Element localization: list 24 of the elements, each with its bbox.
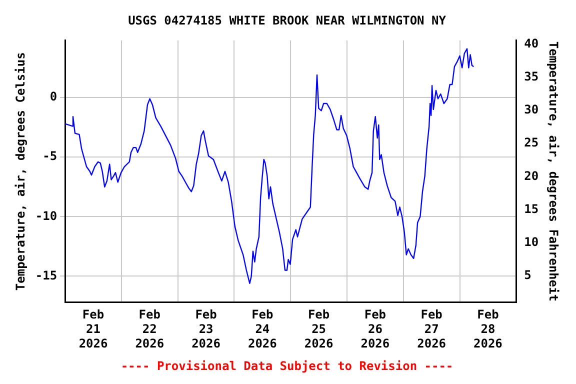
y2-tick-label: 30 — [524, 102, 539, 117]
x-tick-label: Feb 23 2026 — [192, 308, 220, 351]
y-tick-label: -5 — [42, 149, 58, 164]
y-axis-title: Temperature, air, degrees Celsius — [13, 52, 28, 291]
y2-tick-label: 10 — [524, 234, 539, 249]
y2-tick-label: 35 — [524, 70, 539, 84]
x-tick-label: Feb 28 2026 — [474, 308, 502, 351]
x-tick-label: Feb 24 2026 — [248, 308, 277, 351]
y-tick-label: 0 — [50, 90, 58, 104]
y2-tick-label: 20 — [524, 168, 539, 183]
x-tick-label: Feb 26 2026 — [360, 308, 390, 351]
y2-tick-label: 25 — [524, 136, 539, 150]
y2-axis-title: Temperature, air, degrees Fahrenheit — [546, 41, 561, 302]
x-tick-label: Feb 25 2026 — [304, 308, 334, 351]
text: ---- Provisional Data Subject to Revision ---- — [120, 358, 454, 373]
x-tick-label: Feb 22 2026 — [135, 308, 164, 351]
y2-tick-label: 5 — [524, 268, 532, 282]
x-tick-label: Feb 21 2026 — [78, 308, 108, 351]
y2-tick-label: 15 — [524, 202, 539, 216]
y2-tick-label: 40 — [524, 36, 539, 50]
y-tick-label: -15 — [35, 268, 58, 282]
chart-title: USGS 04274185 WHITE BROOK NEAR WILMINGTON NY — [128, 13, 447, 28]
x-tick-label: Feb 27 2026 — [417, 308, 446, 351]
y-tick-label: -10 — [35, 208, 58, 223]
